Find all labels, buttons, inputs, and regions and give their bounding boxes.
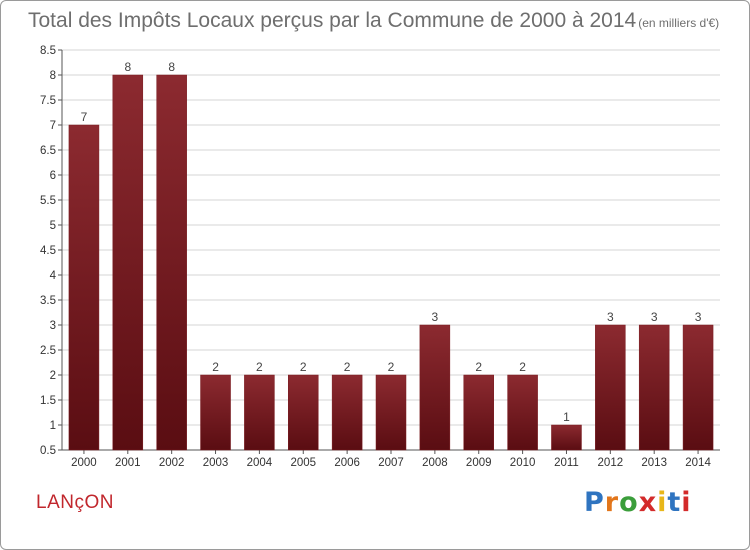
logo-letter: x [638,487,658,518]
bar-2006 [331,374,363,451]
value-label-2010: 2 [519,360,526,374]
x-tick-label-2002: 2002 [159,457,185,469]
bar-2008 [419,324,451,451]
y-tick-label: 6.5 [40,145,56,157]
y-tick-label: 3 [50,320,56,332]
x-tick-label-2011: 2011 [554,457,579,469]
value-label-2005: 2 [300,360,307,374]
logo-letter: r [604,487,620,518]
value-label-2000: 7 [81,110,88,124]
y-tick-label: 1.5 [40,395,56,407]
bar-2003 [200,374,231,451]
bar-2004 [244,374,275,451]
y-tick-label: 2.5 [40,345,56,357]
logo-letter: t [667,487,682,518]
y-tick-label: 5 [50,220,56,232]
x-tick-label-2012: 2012 [598,457,624,469]
y-tick-label: 8 [50,70,56,82]
logo-letter: o [619,487,639,518]
value-label-2004: 2 [256,360,263,374]
x-tick-label-2014: 2014 [685,457,711,469]
x-tick-label-2001: 2001 [115,457,141,469]
value-label-2006: 2 [344,360,351,374]
value-label-2008: 3 [432,310,439,324]
bars [68,74,714,451]
bar-2002 [156,74,187,451]
value-label-2001: 8 [124,60,131,74]
x-tick-label-2007: 2007 [378,457,404,469]
value-label-2009: 2 [475,360,482,374]
bar-2010 [507,374,538,451]
proxiti-logo[interactable]: Proxiti [584,487,692,518]
x-tick-label-2003: 2003 [203,457,229,469]
y-tick-label: 1 [50,420,56,432]
y-tick-label: 2 [50,370,56,382]
y-tick-label: 4 [50,270,57,282]
bar-2001 [112,74,144,451]
x-tick-label-2000: 2000 [71,457,97,469]
value-labels: 7 8 8 2 2 2 2 2 3 2 2 1 3 3 3 [81,60,702,424]
chart-title-unit: (en milliers d'€) [638,16,719,30]
bar-2013 [638,324,670,451]
commune-name: LANçON [36,492,114,513]
y-tick-label: 3.5 [40,295,56,307]
chart-title: Total des Impôts Locaux perçus par la Co… [28,9,719,32]
bar-2005 [288,374,319,451]
logo-letter: i [681,487,692,518]
x-tick-label-2010: 2010 [510,457,536,469]
bar-2012 [595,324,626,451]
x-tick-label-2005: 2005 [290,457,316,469]
logo-letter: P [584,487,605,518]
y-tick-label: 8.5 [40,45,56,57]
x-tick-label-2006: 2006 [334,457,360,469]
bar-2014 [682,324,714,451]
value-label-2011: 1 [563,410,570,424]
y-tick-label: 7 [50,120,56,132]
value-label-2013: 3 [651,310,658,324]
y-tick-label: 0.5 [40,445,56,457]
y-tick-label: 6 [50,170,56,182]
value-label-2014: 3 [695,310,702,324]
x-tick-label-2008: 2008 [422,457,448,469]
bar-2007 [375,374,407,451]
value-label-2007: 2 [388,360,395,374]
value-label-2003: 2 [212,360,219,374]
logo-letter: i [657,487,668,518]
bar-2009 [463,374,494,451]
x-tick-labels: 2000 2001 2002 2003 2004 2005 2006 2007 2008 2009… [71,457,711,469]
x-tick-label-2004: 2004 [247,457,273,469]
value-label-2012: 3 [607,310,614,324]
value-label-2002: 8 [168,60,175,74]
y-tick-labels: 0.5 1 1.5 2 2.5 3 3.5 4 4.5 5 5.5 6 6.5 7 7.5 8 8.5 [40,45,57,457]
bar-2000 [68,124,100,451]
y-tick-label: 4.5 [40,245,56,257]
y-tick-label: 7.5 [40,95,56,107]
chart-title-main: Total des Impôts Locaux perçus par la Co… [28,9,637,32]
x-tick-label-2013: 2013 [641,457,667,469]
x-tick-label-2009: 2009 [466,457,492,469]
y-tick-label: 5.5 [40,195,56,207]
bar-2011 [551,424,582,451]
